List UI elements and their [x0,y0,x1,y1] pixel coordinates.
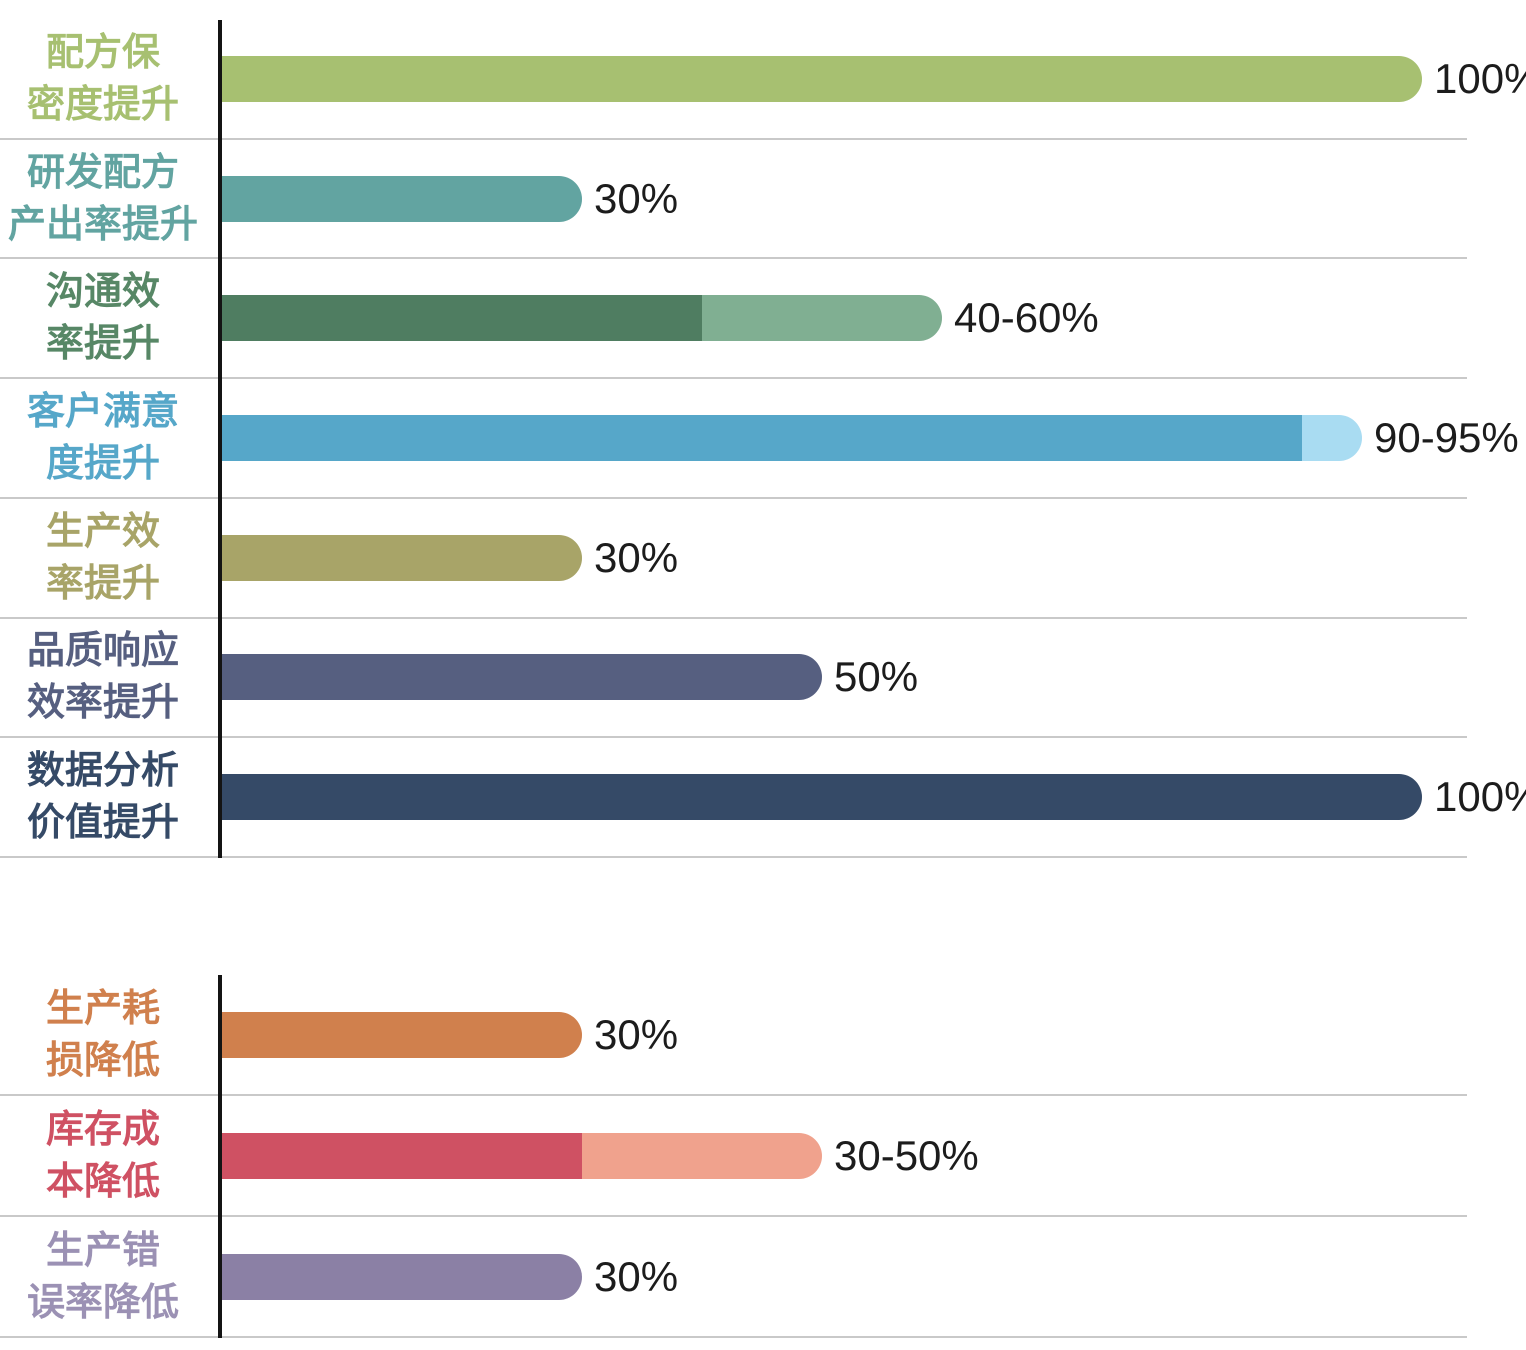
category-label-line: 产出率提升 [7,203,198,246]
value-bar [222,415,1362,462]
value-label: 30% [594,174,679,222]
value-bar [222,534,582,581]
chart-row-生产错误率降低: 生产错误率降低 30% [0,1217,1467,1338]
category-label-line: 率提升 [45,323,160,366]
value-label: 40-60% [954,294,1099,342]
chart-row-生产耗损降低: 生产耗损降低 30% [0,975,1467,1096]
value-bar [222,295,942,342]
category-label-line: 配方保 [45,31,160,74]
value-label: 30% [594,1252,679,1300]
bar-segment-main [222,295,702,342]
bar-segment-main [222,55,1422,102]
bar-segment-range-extension [582,1132,822,1179]
value-label: 90-95% [1374,414,1519,462]
bar-segment-main [222,1253,582,1300]
category-label: 库存成 本降低 [0,1096,206,1215]
category-label-line: 价值提升 [26,802,179,845]
bar-segment-main [222,1132,582,1179]
category-label-line: 度提升 [45,443,160,486]
chart-row-研发配方产出率提升: 研发配方产出率提升 30% [0,140,1467,260]
bar-segment-range-extension [1302,415,1362,462]
chart-row-生产效率提升: 生产效率提升 30% [0,499,1467,619]
chart-row-品质响应效率提升: 品质响应效率提升 50% [0,619,1467,739]
value-bar [222,175,582,222]
category-label: 配方保 密度提升 [0,20,206,138]
category-label-line: 损降低 [45,1039,160,1082]
chart-improvements-axis-line [218,20,222,858]
value-label: 30% [594,533,679,581]
value-label: 30-50% [834,1131,979,1179]
category-label: 品质响应 效率提升 [0,619,206,737]
chart-row-库存成本降低: 库存成本降低 30-50% [0,1096,1467,1217]
chart-row-沟通效率提升: 沟通效率提升 40-60% [0,259,1467,380]
value-label: 30% [594,1010,679,1058]
bar-segment-main [222,654,822,701]
category-label: 数据分析 价值提升 [0,738,206,856]
category-label-line: 沟通效 [45,271,160,314]
category-label-line: 密度提升 [26,83,179,126]
category-label: 研发配方 产出率提升 [0,140,206,258]
category-label-line: 生产效 [45,510,160,553]
value-bar [222,1011,582,1058]
category-label: 生产耗 损降低 [0,975,206,1094]
value-bar [222,654,822,701]
category-label-line: 误率降低 [26,1281,179,1324]
value-bar [222,774,1422,821]
bar-segment-main [222,774,1422,821]
bar-segment-main [222,1011,582,1058]
chart-reductions-rows: 生产耗损降低 30% 库存成本降低 30-50% 生产错误率降低 30% [0,975,1467,1338]
category-label-line: 生产错 [45,1229,160,1272]
value-bar [222,55,1422,102]
category-label: 生产效 率提升 [0,499,206,617]
value-bar [222,1132,822,1179]
category-label: 沟通效 率提升 [0,259,206,377]
value-label: 100% [1434,773,1526,821]
bar-segment-range-extension [702,295,942,342]
category-label-line: 品质响应 [26,630,179,673]
category-label-line: 客户满意 [26,391,179,434]
category-label-line: 效率提升 [26,682,179,725]
category-label: 客户满意 度提升 [0,379,206,497]
bar-segment-main [222,415,1302,462]
category-label-line: 库存成 [45,1108,160,1151]
chart-reductions-axis-line [218,975,222,1338]
category-label-line: 数据分析 [26,750,179,793]
bar-segment-main [222,534,582,581]
value-label: 100% [1434,54,1526,102]
category-label: 生产错 误率降低 [0,1217,206,1336]
category-label-line: 研发配方 [26,151,179,194]
category-label-line: 生产耗 [45,987,160,1030]
chart-reductions: 生产耗损降低 30% 库存成本降低 30-50% 生产错误率降低 30% [0,975,1526,1338]
category-label-line: 率提升 [45,562,160,605]
value-bar [222,1253,582,1300]
category-label-line: 本降低 [45,1160,160,1203]
chart-row-客户满意度提升: 客户满意度提升 90-95% [0,379,1519,499]
bar-segment-main [222,175,582,222]
value-label: 50% [834,653,919,701]
